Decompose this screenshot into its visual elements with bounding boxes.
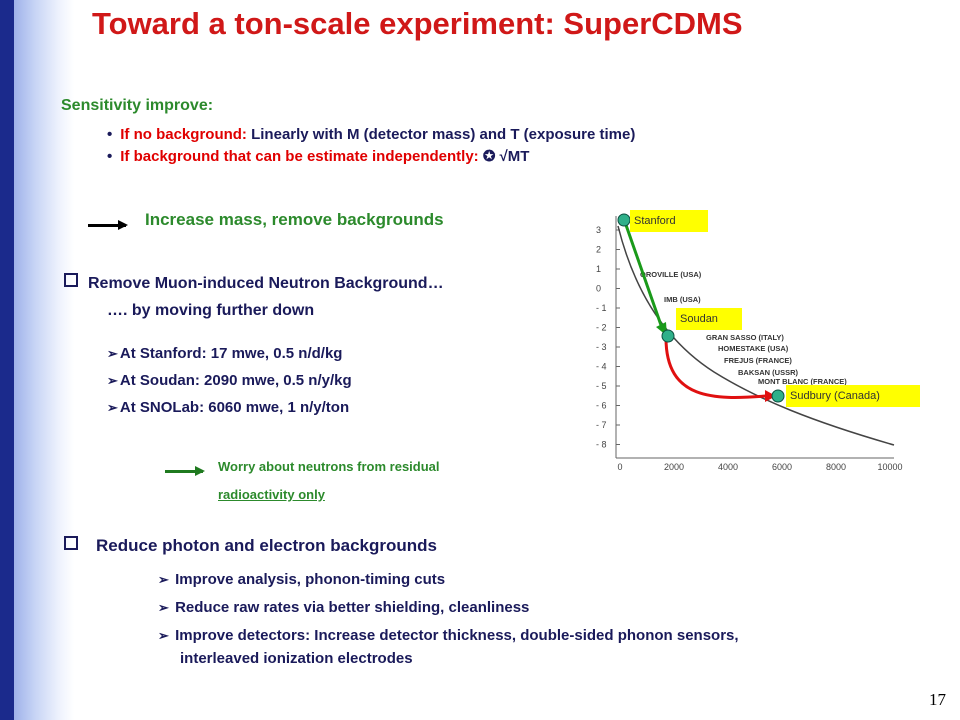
site-label: MONT BLANC (FRANCE): [758, 377, 847, 386]
sensitivity-heading: Sensitivity improve:: [61, 97, 214, 114]
stanford-callout: Stanford: [630, 210, 708, 232]
y-tick-label: 0: [596, 284, 601, 294]
site-label: OROVILLE (USA): [640, 270, 702, 279]
y-tick-label: - 4: [596, 362, 607, 372]
y-tick-label: - 8: [596, 440, 607, 450]
bullet-lead: If no background:: [120, 126, 247, 143]
bullet-background-estimate: • If background that can be estimate inde…: [107, 148, 530, 165]
arrow-bullet-icon: ➢: [107, 400, 118, 415]
bullet-rest: Linearly with M (detector mass) and T (e…: [246, 126, 636, 143]
improvement-detectors: ➢ Improve detectors: Increase detector t…: [158, 627, 739, 644]
soudan-marker: [661, 329, 675, 343]
arrow-bullet-icon: ➢: [158, 572, 169, 587]
arrow-bullet-icon: ➢: [158, 600, 169, 615]
depth-flux-plot: 3 2 1 0 - 1 - 2 - 3 - 4 - 5 - 6 - 7 - 8 0 2000 4000 60…: [596, 213, 903, 472]
improvement-detectors-cont: interleaved ionization electrodes: [180, 650, 413, 667]
photon-heading: Reduce photon and electron backgrounds: [64, 536, 437, 556]
x-tick-label: 10000: [877, 462, 902, 472]
left-edge-bar: [0, 0, 14, 720]
site-label: HOMESTAKE (USA): [718, 344, 789, 353]
slide-number: 17: [929, 690, 946, 709]
x-tick-label: 8000: [826, 462, 846, 472]
muon-subheading: …. by moving further down: [107, 302, 315, 319]
checkbox-bullet-icon: [64, 536, 78, 550]
arrow-bullet-icon: ➢: [107, 346, 118, 361]
y-tick-label: 3: [596, 225, 601, 235]
left-edge-gradient: [14, 0, 74, 720]
site-label: GRAN SASSO (ITALY): [706, 333, 784, 342]
soudan-to-sudbury-arrow: [664, 337, 767, 399]
y-tick-label: - 2: [596, 323, 607, 333]
x-tick-label: 6000: [772, 462, 792, 472]
y-tick-label: 2: [596, 245, 601, 255]
y-tick-label: - 6: [596, 401, 607, 411]
site-label: FREJUS (FRANCE): [724, 356, 792, 365]
muon-heading-text: Remove Muon-induced Neutron Background…: [88, 275, 444, 292]
site-stanford: ➢ At Stanford: 17 mwe, 0.5 n/d/kg: [107, 345, 343, 362]
arrow-bullet-icon: ➢: [158, 628, 169, 643]
sudbury-marker: [771, 389, 785, 403]
slide-title: Toward a ton-scale experiment: SuperCDMS: [92, 6, 743, 41]
site-label: BAKSAN (USSR): [738, 368, 799, 377]
site-snolab: ➢ At SNOLab: 6060 mwe, 1 n/y/ton: [107, 399, 350, 416]
muon-heading: Remove Muon-induced Neutron Background…: [64, 273, 444, 293]
bullet-rest: ✪ √MT: [478, 148, 530, 165]
increase-mass-text: Increase mass, remove backgrounds: [145, 210, 444, 229]
worry-line-1: Worry about neutrons from residual: [218, 459, 440, 474]
green-arrow-icon: [165, 466, 205, 476]
x-tick-label: 0: [617, 462, 622, 472]
bullet-lead: If background that can be estimate indep…: [120, 148, 479, 165]
x-tick-label: 4000: [718, 462, 738, 472]
flux-curve: [617, 225, 895, 446]
red-arrowhead-icon: [765, 390, 776, 402]
y-tick-label: - 3: [596, 342, 607, 352]
y-tick-label: - 5: [596, 381, 607, 391]
improvement-shielding: ➢ Reduce raw rates via better shielding,…: [158, 599, 530, 616]
improvement-analysis: ➢ Improve analysis, phonon-timing cuts: [158, 571, 446, 588]
y-tick-label: 1: [596, 264, 601, 274]
soudan-callout: Soudan: [676, 308, 742, 330]
y-tick-label: - 7: [596, 420, 607, 430]
depth-flux-figure: 3 2 1 0 - 1 - 2 - 3 - 4 - 5 - 6 - 7 - 8 0 2000 4000 60…: [594, 200, 944, 472]
x-tick-label: 2000: [664, 462, 684, 472]
arrow-bullet-icon: ➢: [107, 373, 118, 388]
stanford-marker: [617, 213, 631, 227]
site-soudan: ➢ At Soudan: 2090 mwe, 0.5 n/y/kg: [107, 372, 352, 389]
bullet-no-background: • If no background: Linearly with M (dete…: [107, 126, 636, 143]
y-tick-label: - 1: [596, 303, 607, 313]
checkbox-bullet-icon: [64, 273, 78, 287]
worry-line-2: radioactivity only: [218, 487, 325, 502]
sudbury-callout: Sudbury (Canada): [786, 385, 920, 407]
stanford-to-soudan-arrow: [624, 224, 664, 329]
site-label: IMB (USA): [664, 295, 701, 304]
right-arrow-icon: [88, 220, 128, 230]
